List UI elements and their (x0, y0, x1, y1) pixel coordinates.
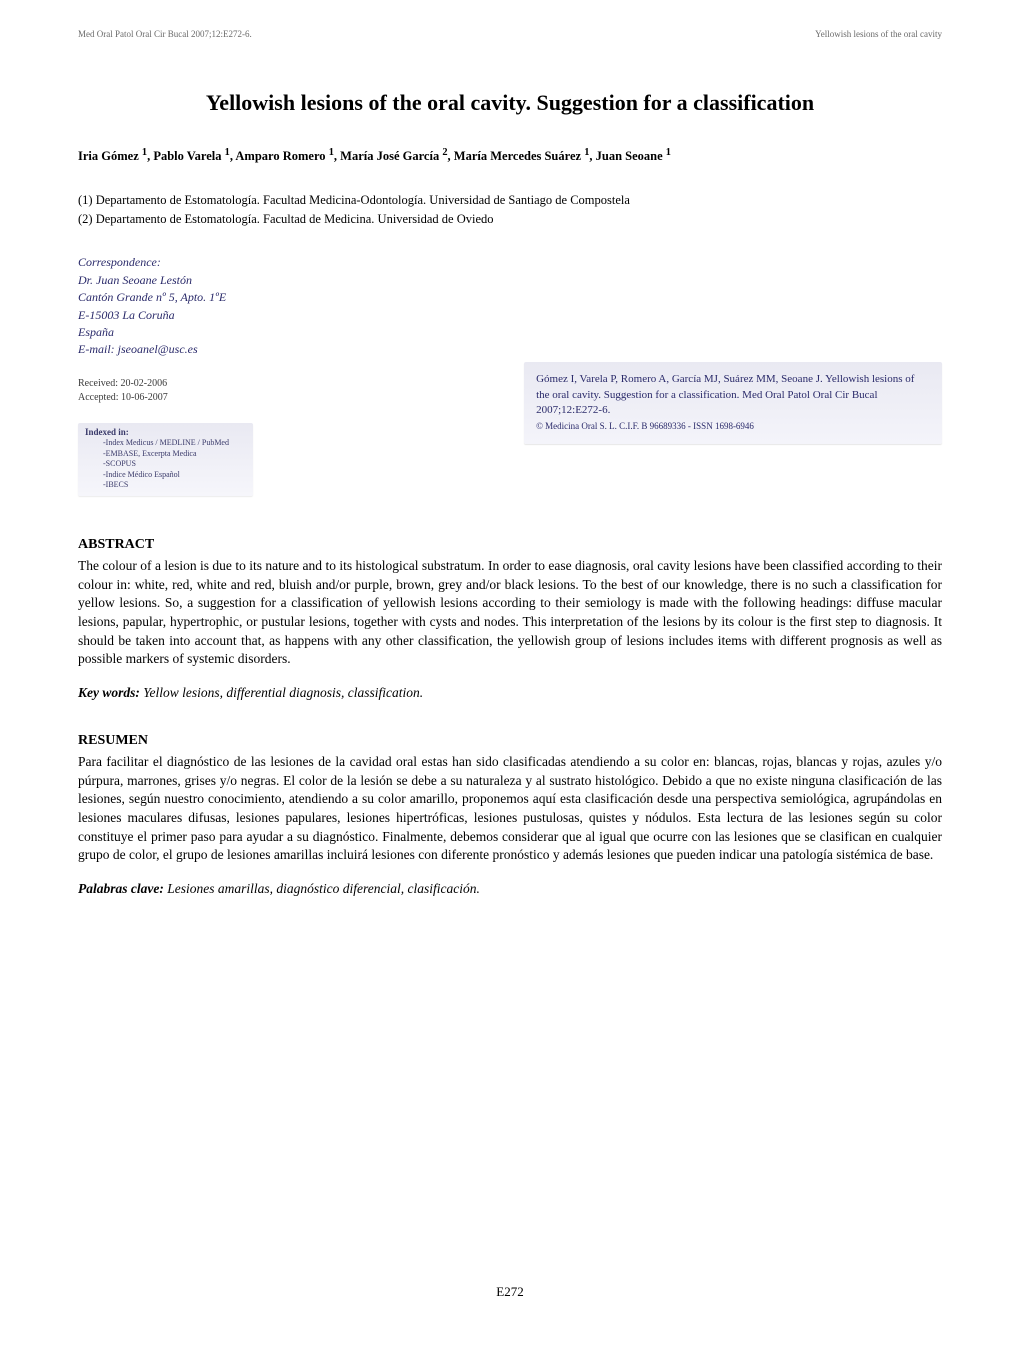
accepted-date: Accepted: 10-06-2007 (78, 391, 484, 405)
keywords-label: Key words: (78, 685, 140, 700)
citation-text: Gómez I, Varela P, Romero A, García MJ, … (536, 373, 914, 416)
header-right: Yellowish lesions of the oral cavity (815, 28, 942, 40)
dates-block: Received: 20-02-2006 Accepted: 10-06-200… (78, 377, 484, 405)
abstract-body: The colour of a lesion is due to its nat… (78, 557, 942, 669)
affiliation-1: (1) Departamento de Estomatología. Facul… (78, 191, 942, 210)
header-left: Med Oral Patol Oral Cir Bucal 2007;12:E2… (78, 28, 252, 40)
authors-line: Iria Gómez 1, Pablo Varela 1, Amparo Rom… (78, 146, 942, 165)
indexed-item: -IBECS (85, 480, 246, 490)
article-title: Yellowish lesions of the oral cavity. Su… (78, 88, 942, 118)
indexed-item: -Indice Médico Español (85, 470, 246, 480)
indexed-title: Indexed in: (85, 427, 246, 439)
correspondence-addr2: E-15003 La Coruña (78, 307, 484, 324)
citation-box: Gómez I, Varela P, Romero A, García MJ, … (524, 362, 942, 444)
affiliations: (1) Departamento de Estomatología. Facul… (78, 191, 942, 229)
indexed-item: -Index Medicus / MEDLINE / PubMed (85, 438, 246, 448)
affiliation-2: (2) Departamento de Estomatología. Facul… (78, 210, 942, 229)
running-header: Med Oral Patol Oral Cir Bucal 2007;12:E2… (78, 28, 942, 40)
resumen-body: Para facilitar el diagnóstico de las les… (78, 753, 942, 865)
correspondence-addr1: Cantón Grande nº 5, Apto. 1ºE (78, 289, 484, 306)
correspondence-name: Dr. Juan Seoane Lestón (78, 272, 484, 289)
palabras-clave-line: Palabras clave: Lesiones amarillas, diag… (78, 880, 942, 898)
received-date: Received: 20-02-2006 (78, 377, 484, 391)
abstract-heading: ABSTRACT (78, 536, 942, 555)
keywords-text: Yellow lesions, differential diagnosis, … (140, 685, 423, 700)
correspondence-block: Correspondence: Dr. Juan Seoane Lestón C… (78, 254, 484, 358)
palabras-clave-label: Palabras clave: (78, 881, 164, 896)
indexed-item: -EMBASE, Excerpta Medica (85, 449, 246, 459)
correspondence-country: España (78, 324, 484, 341)
resumen-heading: RESUMEN (78, 732, 942, 751)
indexed-item: -SCOPUS (85, 459, 246, 469)
correspondence-label: Correspondence: (78, 254, 484, 271)
palabras-clave-text: Lesiones amarillas, diagnóstico diferenc… (164, 881, 480, 896)
page-number: E272 (78, 1283, 942, 1301)
citation-copyright: © Medicina Oral S. L. C.I.F. B 96689336 … (536, 421, 754, 431)
keywords-line: Key words: Yellow lesions, differential … (78, 684, 942, 702)
indexed-box: Indexed in: -Index Medicus / MEDLINE / P… (78, 423, 253, 497)
correspondence-email: E-mail: jseoanel@usc.es (78, 341, 484, 358)
